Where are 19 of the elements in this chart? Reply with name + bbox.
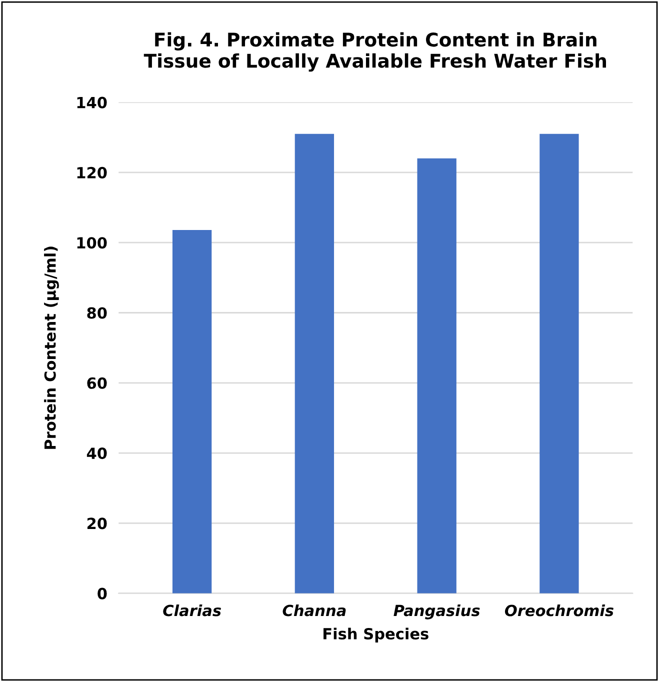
bar	[417, 158, 456, 594]
y-tick-label: 100	[77, 237, 107, 249]
y-tick-label: 40	[86, 448, 107, 460]
bar	[540, 134, 579, 594]
bar	[294, 134, 334, 594]
x-axis-title: Fish Species	[324, 628, 428, 642]
chart-title: Fig. 4. Proximate Protein Content in Brain Tissue of Locally Available Fresh Water Fish	[144, 32, 606, 72]
y-tick-label: 140	[77, 96, 107, 108]
x-tick-label: Pangasius	[394, 604, 480, 620]
y-tick-label: 60	[87, 377, 107, 389]
bar	[172, 230, 212, 594]
y-tick-label: 20	[87, 518, 107, 530]
x-tick-label: Oreochromis	[504, 604, 614, 616]
y-tick-label: 80	[87, 307, 107, 319]
x-tick-label: Channa	[282, 604, 346, 616]
y-tick-label: 120	[77, 166, 107, 178]
y-axis-title: Protein Content (µg/ml)	[44, 246, 59, 449]
y-tick-label: 0	[98, 588, 107, 600]
x-tick-label: Clarias	[163, 604, 221, 616]
